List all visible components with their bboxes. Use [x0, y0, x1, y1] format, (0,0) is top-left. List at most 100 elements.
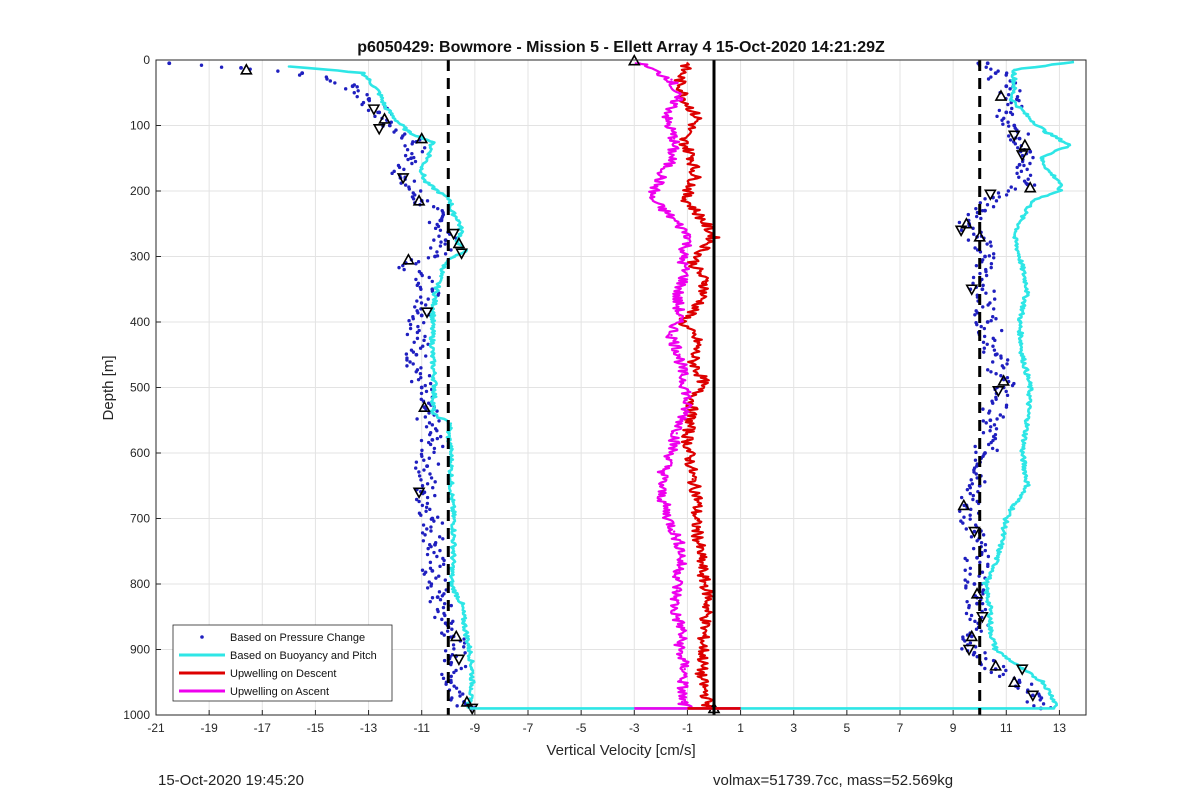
- data-point: [419, 513, 423, 517]
- x-tick-label: -11: [413, 721, 430, 735]
- data-point: [993, 436, 998, 441]
- data-point: [400, 136, 404, 140]
- data-point: [670, 216, 673, 219]
- marker-triangle: [962, 644, 976, 657]
- data-point: [427, 580, 431, 584]
- data-point: [422, 146, 427, 150]
- data-point: [433, 493, 437, 498]
- data-point: [419, 385, 424, 390]
- data-point: [1021, 216, 1024, 219]
- data-point: [438, 228, 443, 232]
- data-point: [428, 599, 432, 604]
- data-point: [994, 317, 998, 321]
- data-point: [989, 370, 993, 374]
- data-point: [414, 370, 418, 374]
- marker-triangle: [976, 611, 989, 624]
- x-tick-label: -13: [360, 721, 378, 735]
- data-point: [449, 662, 453, 667]
- data-point: [433, 226, 438, 231]
- data-point: [989, 440, 993, 445]
- data-point: [1041, 702, 1046, 706]
- data-point: [992, 289, 996, 293]
- data-point: [680, 628, 684, 632]
- data-point: [969, 634, 974, 639]
- marker-triangle: [960, 217, 973, 229]
- data-point: [992, 297, 997, 301]
- data-point: [989, 265, 993, 270]
- data-point: [420, 448, 424, 453]
- marker-triangle: [991, 385, 1005, 398]
- data-point: [1005, 358, 1010, 362]
- data-point: [1039, 157, 1043, 160]
- y-tick-label: 900: [130, 643, 150, 657]
- data-point: [966, 212, 970, 217]
- data-point: [975, 322, 979, 327]
- data-point: [443, 613, 447, 618]
- marker-triangle: [452, 654, 466, 666]
- data-point: [968, 491, 972, 496]
- data-point: [365, 93, 369, 97]
- data-point: [1032, 704, 1036, 708]
- data-point: [378, 91, 381, 94]
- marker-triangle: [455, 248, 468, 260]
- data-point: [471, 687, 474, 690]
- data-point: [696, 340, 700, 343]
- marker-triangle: [989, 659, 1003, 671]
- data-point: [423, 303, 428, 307]
- data-point: [430, 516, 435, 521]
- data-point: [423, 334, 427, 339]
- data-point: [989, 244, 993, 248]
- data-point: [403, 144, 407, 148]
- data-point: [409, 379, 414, 384]
- data-point: [440, 672, 444, 677]
- data-point: [414, 460, 419, 464]
- data-point: [420, 273, 424, 278]
- data-point: [436, 189, 439, 193]
- data-point: [438, 598, 443, 602]
- data-point: [992, 256, 996, 260]
- data-point: [427, 374, 432, 378]
- data-point: [972, 650, 977, 655]
- data-point: [408, 322, 413, 327]
- data-point: [1044, 130, 1048, 134]
- data-point: [438, 564, 442, 569]
- data-point: [437, 590, 442, 594]
- data-point: [675, 98, 678, 101]
- data-point: [425, 552, 430, 557]
- data-point: [968, 572, 972, 576]
- data-point: [422, 572, 426, 576]
- x-tick-label: -1: [682, 721, 693, 735]
- data-point: [1017, 175, 1021, 179]
- marker-triangle: [1015, 664, 1029, 676]
- data-point: [407, 318, 411, 323]
- data-point: [427, 421, 432, 425]
- data-point: [1013, 187, 1018, 191]
- data-point: [988, 425, 993, 429]
- data-point: [328, 79, 333, 83]
- data-point: [999, 543, 1003, 546]
- data-point: [355, 94, 359, 99]
- data-point: [436, 206, 440, 211]
- data-point: [412, 179, 417, 183]
- data-point: [460, 232, 463, 235]
- data-point: [425, 501, 430, 506]
- data-point: [387, 123, 392, 128]
- data-point: [461, 692, 465, 696]
- data-point: [995, 448, 999, 453]
- data-point: [961, 521, 965, 525]
- data-point: [377, 110, 382, 115]
- data-point: [683, 274, 686, 278]
- data-point: [431, 320, 434, 324]
- data-point: [999, 356, 1003, 360]
- data-point: [992, 423, 997, 427]
- data-point: [678, 314, 681, 317]
- x-tick-label: 5: [844, 721, 851, 735]
- reference-lines: [446, 60, 982, 715]
- y-tick-label: 500: [130, 381, 150, 395]
- data-point: [428, 381, 433, 386]
- data-point: [430, 423, 435, 427]
- data-point: [986, 564, 990, 569]
- data-point: [664, 117, 668, 121]
- marker-triangle: [970, 587, 984, 599]
- data-point: [366, 108, 371, 113]
